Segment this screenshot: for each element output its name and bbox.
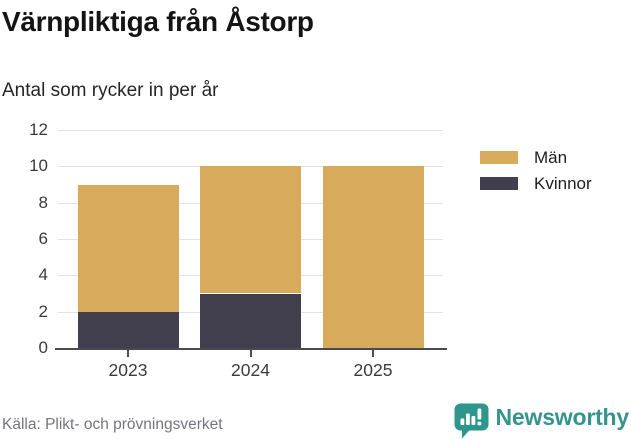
chart-title: Värnpliktiga från Åstorp: [2, 6, 314, 37]
bar-segment-män-2023: [77, 184, 179, 312]
x-tick-label-2025: 2025: [353, 360, 393, 380]
y-tick-label-8: 8: [38, 192, 48, 212]
x-tick-label-2024: 2024: [231, 360, 270, 380]
y-tick-label-4: 4: [38, 265, 48, 285]
bar-segment-kvinnor-2023: [77, 311, 179, 348]
newsworthy-chart-bubble-icon: [454, 403, 489, 439]
x-tick-2023: [127, 350, 129, 357]
gridline-12: [58, 130, 443, 131]
y-tick-label-2: 2: [38, 301, 48, 321]
y-tick-label-6: 6: [38, 229, 48, 248]
y-tick-label-12: 12: [29, 120, 48, 139]
x-tick-label-2023: 2023: [108, 360, 148, 380]
legend-swatch-kvinnor: [480, 176, 518, 190]
legend-item-kvinnor: Kvinnor: [480, 173, 592, 193]
bar-segment-män-2024: [200, 166, 301, 294]
x-tick-2024: [249, 350, 252, 357]
bar-segment-män-2025: [322, 166, 424, 348]
chart-subtitle: Antal som rycker in per år: [2, 80, 219, 101]
legend-item-man: Män: [480, 147, 592, 167]
brand-logo: Newsworthy: [454, 402, 629, 439]
legend-label-kvinnor: Kvinnor: [534, 173, 592, 193]
y-tick-label-10: 10: [29, 156, 48, 176]
y-tick-label-0: 0: [38, 338, 48, 357]
x-axis-line: [55, 348, 447, 350]
x-tick-2025: [372, 350, 374, 357]
legend-swatch-man: [480, 150, 518, 164]
legend-label-man: Män: [534, 147, 568, 167]
source-note: Källa: Plikt- och prövningsverket: [2, 416, 223, 433]
bar-segment-kvinnor-2024: [200, 293, 301, 348]
chart-legend: Män Kvinnor: [480, 147, 592, 202]
brand-name: Newsworthy: [495, 404, 630, 430]
